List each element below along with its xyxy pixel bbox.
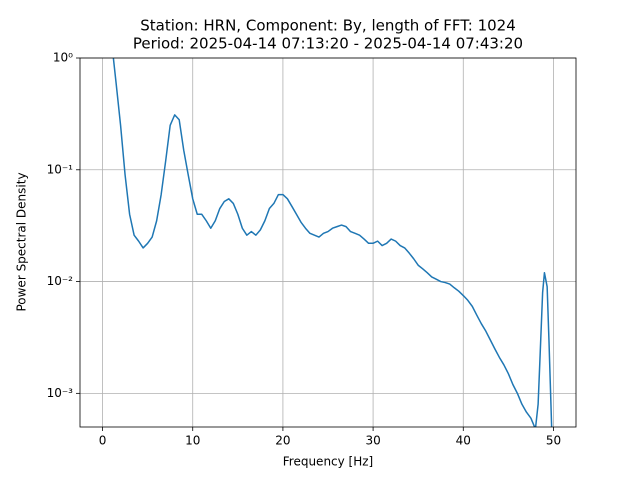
y-tick-label: 10⁻² <box>47 274 74 288</box>
plot-area <box>112 58 553 427</box>
x-tick-label: 20 <box>275 434 290 448</box>
data-line <box>112 58 553 427</box>
x-tick-label: 50 <box>546 434 561 448</box>
y-tick-label: 10⁰ <box>53 51 73 65</box>
y-tick-label: 10⁻¹ <box>47 162 74 176</box>
chart-title: Station: HRN, Component: By, length of F… <box>140 17 516 35</box>
x-tick-label: 0 <box>99 434 107 448</box>
chart-subtitle: Period: 2025-04-14 07:13:20 - 2025-04-14… <box>133 35 523 53</box>
x-tick-label: 40 <box>456 434 471 448</box>
x-tick-label: 10 <box>185 434 200 448</box>
ticks: 0 10 20 30 40 50 10⁻³ 10⁻² 10⁻¹ 10⁰ <box>47 51 562 448</box>
x-axis-label: Frequency [Hz] <box>283 455 374 469</box>
axes-frame <box>79 57 577 428</box>
x-tick-label: 30 <box>365 434 380 448</box>
y-tick-label: 10⁻³ <box>47 386 74 400</box>
y-axis-label: Power Spectral Density <box>15 172 29 311</box>
